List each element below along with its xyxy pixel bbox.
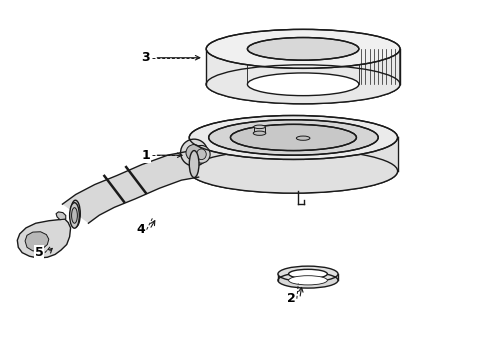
Ellipse shape [72, 208, 77, 223]
Ellipse shape [206, 65, 400, 104]
Ellipse shape [189, 116, 397, 159]
Ellipse shape [181, 139, 208, 166]
Text: 3: 3 [142, 51, 150, 64]
Ellipse shape [209, 120, 378, 155]
Ellipse shape [193, 145, 210, 163]
Ellipse shape [296, 136, 310, 140]
Polygon shape [189, 138, 397, 193]
Ellipse shape [196, 149, 206, 159]
Ellipse shape [247, 73, 359, 96]
Polygon shape [62, 151, 198, 223]
Ellipse shape [289, 276, 327, 285]
Text: 4: 4 [137, 223, 145, 236]
Ellipse shape [189, 150, 199, 177]
Polygon shape [17, 219, 71, 258]
Ellipse shape [289, 269, 327, 279]
Ellipse shape [186, 144, 202, 161]
Ellipse shape [71, 200, 80, 227]
Ellipse shape [206, 30, 400, 68]
Text: 5: 5 [35, 246, 44, 259]
Ellipse shape [253, 131, 266, 135]
Ellipse shape [70, 203, 79, 228]
Text: 2: 2 [287, 292, 295, 305]
Polygon shape [278, 274, 338, 288]
Ellipse shape [278, 266, 338, 282]
Polygon shape [56, 212, 66, 220]
Polygon shape [206, 49, 400, 104]
Ellipse shape [189, 149, 397, 193]
Text: 1: 1 [141, 149, 150, 162]
Ellipse shape [247, 37, 359, 60]
Polygon shape [25, 232, 49, 251]
Ellipse shape [230, 124, 356, 150]
Ellipse shape [254, 125, 266, 129]
